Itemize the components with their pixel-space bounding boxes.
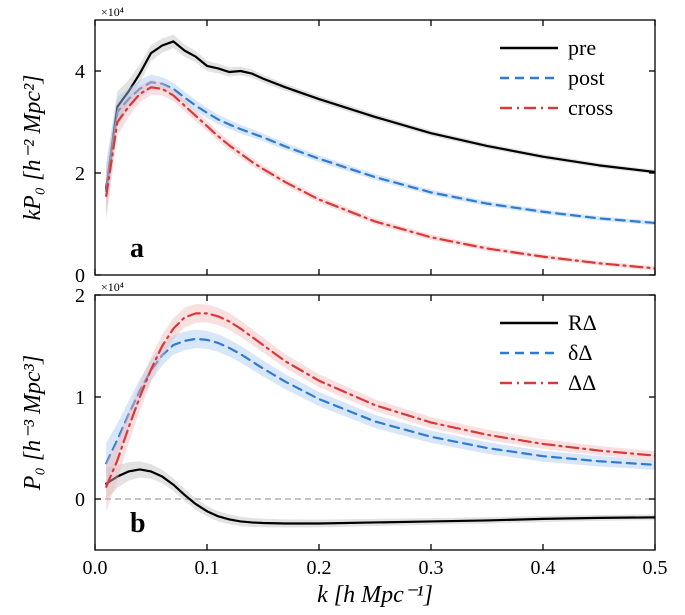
legend-label: ΔΔ <box>568 370 596 395</box>
y-axis-label: P₀ [h⁻³ Mpc³] <box>20 355 46 491</box>
ytick-label: 2 <box>75 163 85 185</box>
legend-label: δΔ <box>568 340 593 365</box>
xtick-label: 0.1 <box>195 557 220 579</box>
legend-label: cross <box>568 95 613 120</box>
legend-label: RΔ <box>568 310 597 335</box>
panel_b <box>95 304 655 528</box>
ytick-label: 1 <box>75 387 85 409</box>
panel-label: b <box>130 508 146 539</box>
xtick-label: 0.4 <box>531 557 556 579</box>
figure-svg: 024×10⁴kP₀ [h⁻² Mpc²]aprepostcross0.00.1… <box>0 0 685 615</box>
y-exponent: ×10⁴ <box>101 5 124 19</box>
figure-root: 024×10⁴kP₀ [h⁻² Mpc²]aprepostcross0.00.1… <box>0 0 685 615</box>
legend-label: pre <box>568 35 596 60</box>
x-axis-label: k [h Mpc⁻¹] <box>317 582 433 608</box>
xtick-label: 0.3 <box>419 557 444 579</box>
ytick-label: 4 <box>75 61 85 83</box>
ytick-label: 0 <box>75 265 85 287</box>
y-axis-label: kP₀ [h⁻² Mpc²] <box>20 74 46 220</box>
ytick-label: 0 <box>75 489 85 511</box>
legend-label: post <box>568 65 605 90</box>
ytick-label: 2 <box>75 285 85 307</box>
panel-label: a <box>130 233 144 264</box>
band-pre <box>106 35 655 214</box>
xtick-label: 0.0 <box>83 557 108 579</box>
y-exponent: ×10⁴ <box>101 280 124 294</box>
xtick-label: 0.5 <box>643 557 668 579</box>
xtick-label: 0.2 <box>307 557 332 579</box>
